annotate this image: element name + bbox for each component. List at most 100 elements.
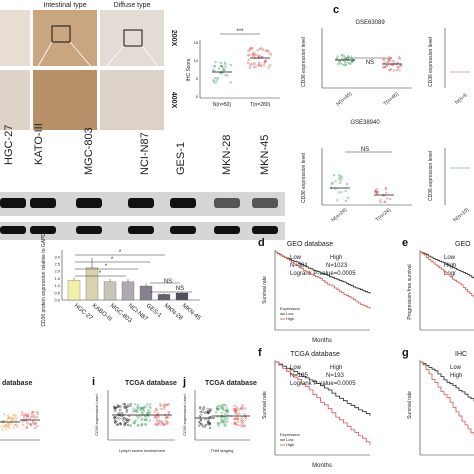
surv-f-ylabel: Survival rate	[262, 391, 268, 419]
scatter-point	[114, 420, 117, 424]
scatter-point	[114, 407, 118, 410]
scatter-point	[148, 405, 151, 408]
scatter-point	[34, 422, 37, 426]
scatter-point	[257, 61, 260, 64]
scatter-point	[235, 410, 238, 413]
scatter-point	[128, 418, 131, 421]
scatter-point	[212, 80, 215, 83]
surv-d-legend-low: Low	[290, 255, 302, 261]
scatter-point	[222, 419, 225, 422]
sig-3: *	[105, 264, 108, 270]
scatter-point	[386, 197, 389, 200]
scatter-point	[160, 423, 163, 426]
tcga-j-dots	[195, 404, 250, 430]
scatter-point	[336, 199, 339, 202]
ihc-score-plot: IHC Score 0 5 10 15 *** N(n=50) T(n=280)	[186, 29, 280, 108]
scatter-point	[140, 411, 143, 415]
western-blot: HGC-27 KATO-III MGC-803 NCI-N87 GES-1 MK…	[0, 123, 285, 240]
scatter-point	[224, 66, 227, 69]
scatter-point	[220, 418, 223, 421]
scatter-point	[10, 416, 14, 420]
scatter-point	[382, 66, 385, 69]
surv-g-high: High	[450, 373, 462, 379]
scatter-point	[147, 409, 150, 412]
scatter-point	[115, 420, 118, 423]
surv-f-exp-high: High	[286, 442, 294, 447]
scatter-point	[36, 412, 39, 415]
geo2-cat-t: T(n=24)	[375, 207, 393, 223]
scatter-point	[257, 64, 261, 67]
scatter-point	[114, 409, 117, 412]
scatter-point	[241, 407, 244, 410]
ihc-zoom-box-2	[123, 29, 143, 47]
surv-e-ylabel: Progression-free survival	[407, 264, 413, 319]
zoom-line	[69, 41, 95, 71]
scatter-point	[163, 407, 166, 410]
tcga-h-title: database	[2, 380, 32, 387]
scatter-point	[21, 419, 24, 423]
scatter-point	[383, 65, 386, 68]
scatter-point	[199, 422, 202, 425]
bar-xlabel: MKN-45	[181, 303, 202, 322]
scatter-point	[248, 48, 252, 51]
scatter-point	[147, 415, 150, 418]
panel-letter-c: c	[333, 4, 339, 16]
gapdh-band	[0, 226, 26, 234]
scatter-point	[129, 404, 132, 407]
scatter-point	[141, 422, 144, 425]
surv-d-exp-high: High	[286, 316, 294, 321]
geo-plot-1: GSE63089 CD36 expression level NS N(n=45…	[301, 20, 412, 107]
scatter-point	[386, 60, 389, 63]
scatter-point	[223, 420, 226, 423]
scatter-point	[157, 415, 160, 419]
scatter-point	[138, 408, 141, 411]
bar-ytick: 1.0	[54, 283, 60, 288]
scatter-point	[241, 425, 244, 428]
scatter-point	[127, 423, 130, 427]
ihc-images: Intestinal type Diffuse type 200X 400X	[0, 2, 177, 130]
scatter-point	[220, 419, 223, 422]
surv-f-curve-high	[275, 361, 371, 445]
surv-g-ylabel: Survival rate	[407, 391, 413, 419]
scatter-point	[234, 407, 237, 410]
scatter-point	[113, 416, 116, 420]
scatter-point	[347, 196, 350, 199]
scatter-point	[123, 423, 127, 426]
surv-f-logrank: Logrank P-value=0.0005	[290, 381, 356, 387]
scatter-point	[209, 409, 212, 412]
gapdh-band	[30, 226, 56, 234]
bar-xlabel: HGC-27	[73, 303, 94, 322]
geo1-cat-t: T(n=45)	[383, 91, 401, 107]
gapdh-band	[128, 226, 154, 234]
scatter-point	[233, 423, 236, 426]
scatter-point	[139, 406, 143, 409]
scatter-point	[247, 61, 250, 65]
scatter-point	[25, 425, 29, 428]
scatter-point	[165, 403, 168, 406]
scatter-point	[4, 428, 7, 431]
tcga-i-xlabel: Lymph nodes involvement	[119, 448, 166, 453]
scatter-point	[351, 60, 354, 63]
scatter-point	[33, 416, 36, 419]
scatter-point	[125, 406, 128, 409]
geo4-cat: N(n=10)	[452, 207, 470, 224]
scatter-point	[239, 408, 242, 411]
scatter-point	[157, 422, 160, 426]
scatter-point	[398, 57, 402, 60]
scatter-point	[385, 191, 388, 194]
scatter-point	[387, 58, 390, 61]
scatter-point	[208, 421, 211, 424]
scatter-point	[349, 55, 352, 58]
tcga-i-title: TCGA database	[125, 380, 177, 387]
scatter-point	[213, 64, 216, 67]
scatter-point	[240, 418, 243, 421]
scatter-point	[220, 412, 223, 415]
scatter-point	[16, 425, 19, 428]
scatter-point	[223, 68, 226, 71]
scatter-point	[385, 186, 388, 190]
scatter-point	[341, 176, 344, 179]
scatter-point	[164, 416, 167, 420]
tcga-h: database	[0, 380, 40, 441]
scatter-point	[346, 62, 349, 65]
scatter-point	[134, 403, 137, 406]
